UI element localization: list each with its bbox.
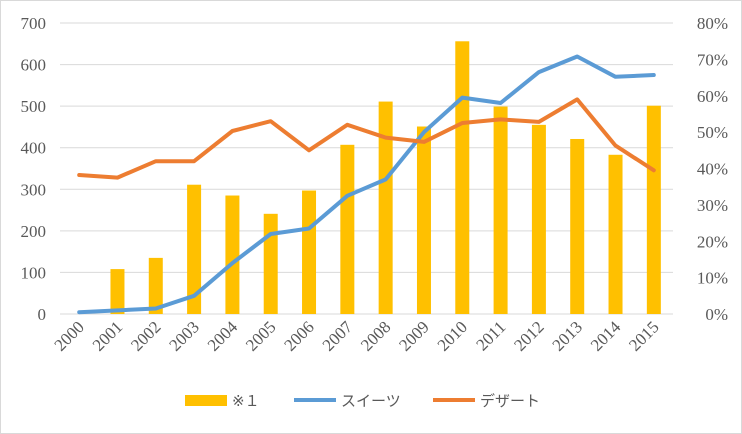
point-dessert-2007 [346, 123, 349, 127]
point-dessert-2000 [77, 173, 81, 177]
point-dessert-2003 [192, 160, 196, 163]
left-axis-ticks: 0 100 200 300 400 500 600 700 [21, 14, 47, 324]
bar-2002 [148, 257, 163, 314]
x-tick-label: 2007 [319, 317, 357, 355]
point-dessert-2002 [154, 160, 157, 163]
point-sweets-2005 [269, 232, 272, 236]
x-tick-label: 2010 [434, 317, 471, 354]
point-sweets-2001 [116, 309, 119, 312]
bar-2009 [416, 126, 431, 315]
point-dessert-2014 [614, 144, 617, 147]
right-tick-label: 80% [697, 14, 728, 33]
point-dessert-2011 [499, 118, 502, 121]
x-tick-label: 2003 [165, 317, 202, 354]
point-dessert-2012 [537, 120, 541, 124]
bar-2013 [570, 138, 585, 314]
point-dessert-2013 [576, 98, 579, 101]
left-tick-label: 300 [21, 180, 47, 199]
left-tick-label: 700 [21, 14, 47, 33]
bar-2005 [263, 213, 278, 314]
left-tick-label: 400 [21, 139, 47, 158]
right-tick-label: 20% [697, 232, 728, 251]
right-tick-label: 40% [697, 160, 728, 179]
right-tick-label: 30% [697, 196, 728, 215]
left-tick-label: 500 [21, 97, 47, 116]
x-tick-label: 2015 [625, 317, 662, 354]
bar-2011 [493, 106, 508, 315]
point-sweets-2010 [461, 96, 464, 99]
right-tick-label: 70% [697, 50, 728, 69]
bar-2007 [340, 144, 355, 314]
bar-2008 [378, 101, 393, 314]
point-sweets-2011 [499, 101, 502, 105]
legend-swatch-bar [185, 395, 227, 406]
bar-series [110, 41, 661, 315]
bar-2012 [531, 124, 546, 314]
bar-2006 [302, 190, 317, 314]
bar-2015 [646, 105, 661, 314]
point-dessert-2005 [269, 120, 272, 123]
x-tick-label: 2002 [127, 317, 164, 354]
point-sweets-2013 [576, 55, 579, 58]
point-sweets-2004 [231, 261, 234, 265]
left-tick-label: 600 [21, 56, 47, 75]
x-tick-label: 2004 [204, 317, 242, 355]
x-tick-label: 2001 [89, 317, 126, 354]
right-tick-label: 50% [697, 123, 728, 142]
point-sweets-2007 [346, 194, 349, 197]
point-dessert-2004 [231, 129, 234, 133]
point-dessert-2009 [422, 140, 426, 144]
point-dessert-2001 [116, 176, 119, 179]
right-tick-label: 0% [705, 305, 728, 324]
point-sweets-2014 [614, 75, 617, 79]
x-tick-label: 2013 [549, 317, 586, 354]
point-sweets-2006 [307, 227, 311, 230]
legend-label-sweets: スイーツ [341, 392, 401, 410]
x-axis-ticks: 2000 2001 2002 2003 2004 2005 2006 2007 2008 2009… [51, 317, 663, 355]
x-tick-label: 2012 [510, 317, 547, 354]
point-dessert-2008 [384, 136, 387, 139]
series-line-sweets [77, 54, 656, 315]
bar-2010 [455, 41, 470, 314]
left-tick-label: 0 [38, 305, 47, 324]
point-sweets-2002 [154, 307, 157, 310]
legend-label-dessert: デザート [480, 392, 540, 410]
x-tick-label: 2008 [357, 317, 394, 354]
x-tick-label: 2014 [587, 317, 625, 355]
right-tick-label: 10% [697, 269, 728, 288]
bar-2004 [225, 195, 240, 314]
bar-2014 [608, 154, 623, 314]
left-tick-label: 200 [21, 222, 47, 241]
point-dessert-2010 [461, 121, 464, 125]
point-dessert-2015 [652, 169, 656, 172]
x-tick-label: 2009 [395, 317, 432, 354]
x-tick-label: 2000 [51, 317, 88, 354]
line-series [77, 54, 656, 315]
series-line-dessert [77, 97, 656, 180]
right-tick-label: 60% [697, 87, 728, 106]
legend-label-bar: ※１ [232, 392, 260, 410]
point-sweets-2008 [384, 178, 387, 181]
point-sweets-2003 [192, 294, 196, 298]
point-sweets-2015 [652, 73, 656, 77]
right-axis-ticks: 0% 10% 20% 30% 40% 50% 60% 70% 80% [697, 14, 728, 324]
point-sweets-2009 [422, 130, 426, 134]
x-tick-label: 2005 [242, 317, 279, 354]
x-tick-label: 2011 [472, 317, 509, 354]
point-dessert-2006 [307, 149, 311, 152]
legend: ※１ スイーツ デザート [185, 392, 540, 410]
bar-2003 [187, 184, 202, 314]
point-sweets-2012 [537, 70, 541, 74]
left-tick-label: 100 [21, 263, 47, 282]
bar-2001 [110, 269, 125, 314]
point-sweets-2000 [77, 310, 81, 314]
x-tick-label: 2006 [280, 317, 317, 354]
